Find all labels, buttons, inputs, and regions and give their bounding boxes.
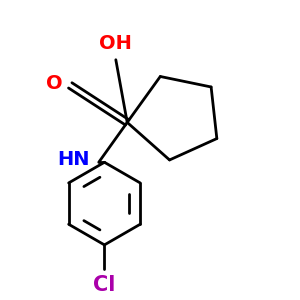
Text: HN: HN [58, 150, 90, 169]
Text: Cl: Cl [93, 275, 116, 295]
Text: OH: OH [99, 34, 132, 52]
Text: O: O [46, 74, 63, 94]
